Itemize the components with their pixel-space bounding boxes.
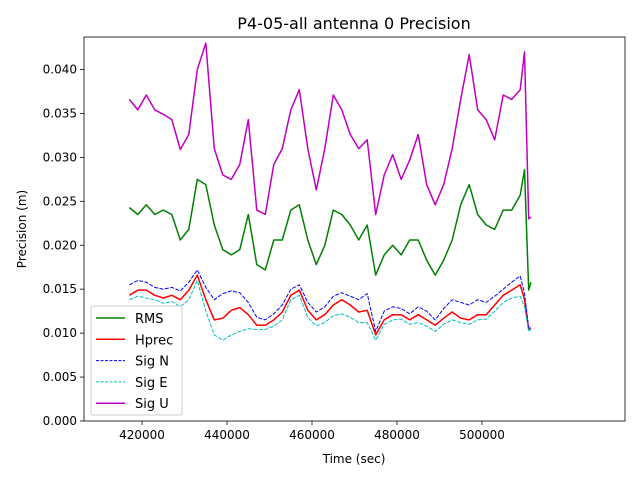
y-tick-label: 0.030	[43, 150, 77, 164]
y-tick-label: 0.035	[43, 106, 77, 120]
axes-frame	[83, 36, 626, 422]
y-tick-label: 0.005	[43, 370, 77, 384]
x-tick-label: 440000	[204, 428, 250, 442]
x-tick-label: 420000	[119, 428, 165, 442]
y-tick-label: 0.020	[43, 238, 77, 252]
series-line-sig-u	[128, 42, 532, 220]
y-tick-label: 0.025	[43, 194, 77, 208]
x-tick-label: 480000	[374, 428, 420, 442]
y-tick-label: 0.040	[43, 63, 77, 77]
legend-label: Sig N	[135, 355, 169, 370]
legend-box	[90, 305, 183, 416]
series-line-rms	[128, 168, 532, 291]
y-tick-label: 0.000	[43, 414, 77, 428]
legend-label: RMS	[135, 312, 164, 327]
series-line-sig-e	[129, 279, 532, 341]
x-tick-label: 500000	[459, 428, 505, 442]
y-axis-label: Precision (m)	[15, 190, 29, 268]
plot-area	[128, 42, 532, 341]
legend: RMS Hprec Sig N Sig E Sig U	[90, 305, 183, 416]
chart-title: P4-05-all antenna 0 Precision	[237, 14, 470, 33]
legend-label: Hprec	[135, 333, 173, 348]
series-line-sig-n	[129, 269, 532, 332]
y-tick-label: 0.010	[43, 326, 77, 340]
legend-label: Sig U	[135, 397, 169, 412]
legend-label: Sig E	[135, 376, 167, 391]
series-line-hprec	[128, 274, 532, 336]
y-tick-label: 0.015	[43, 282, 77, 296]
x-axis-label: Time (sec)	[322, 452, 386, 466]
x-tick-label: 460000	[289, 428, 335, 442]
axes: 420000 440000 460000 480000 500000 0.000 0.005…	[43, 36, 626, 442]
